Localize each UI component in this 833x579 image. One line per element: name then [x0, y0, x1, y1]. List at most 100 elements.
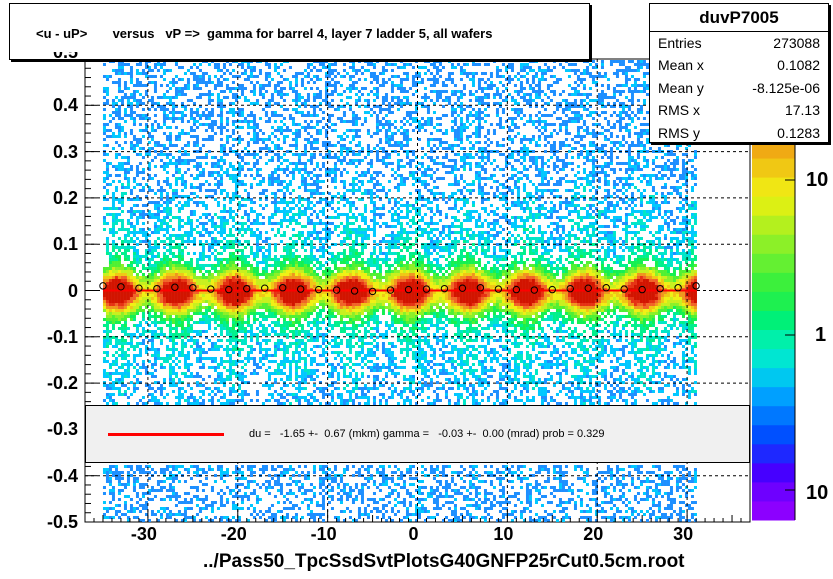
heatmap-cell	[114, 297, 118, 300]
heatmap-cell	[177, 291, 181, 294]
heatmap-cell	[297, 360, 301, 363]
heatmap-cell	[225, 282, 229, 285]
heatmap-cell	[294, 135, 298, 138]
heatmap-cell	[234, 372, 238, 375]
heatmap-cell	[129, 498, 133, 501]
heatmap-cell	[201, 489, 205, 492]
heatmap-cell	[129, 144, 133, 147]
heatmap-cell	[309, 483, 313, 486]
heatmap-cell	[222, 78, 226, 81]
heatmap-cell	[165, 315, 169, 318]
heatmap-cell	[135, 363, 139, 366]
heatmap-cell	[105, 189, 109, 192]
heatmap-cell	[165, 300, 169, 303]
heatmap-cell	[291, 504, 295, 507]
heatmap-cell	[249, 480, 253, 483]
heatmap-cell	[192, 282, 196, 285]
heatmap-cell	[120, 291, 124, 294]
heatmap-cell	[225, 348, 229, 351]
heatmap-cell	[174, 96, 178, 99]
heatmap-cell	[168, 381, 172, 384]
heatmap-cell	[261, 147, 265, 150]
heatmap-cell	[276, 324, 280, 327]
heatmap-cell	[240, 315, 244, 318]
heatmap-cell	[123, 279, 127, 282]
heatmap-cell	[306, 309, 310, 312]
heatmap-cell	[270, 78, 274, 81]
heatmap-cell	[102, 339, 106, 342]
heatmap-cell	[294, 75, 298, 78]
heatmap-cell	[108, 312, 112, 315]
heatmap-cell	[309, 192, 313, 195]
heatmap-cell	[258, 300, 262, 303]
heatmap-cell	[297, 132, 301, 135]
heatmap-cell	[273, 198, 277, 201]
heatmap-cell	[285, 360, 289, 363]
heatmap-cell	[297, 195, 301, 198]
heatmap-cell	[132, 240, 136, 243]
heatmap-cell	[132, 225, 136, 228]
heatmap-cell	[150, 375, 154, 378]
heatmap-cell	[252, 114, 256, 117]
heatmap-cell	[102, 216, 106, 219]
heatmap-cell	[147, 348, 151, 351]
heatmap-cell	[213, 312, 217, 315]
heatmap-cell	[309, 87, 313, 90]
heatmap-cell	[231, 174, 235, 177]
heatmap-cell	[123, 372, 127, 375]
heatmap-cell	[273, 255, 277, 258]
heatmap-cell	[309, 396, 313, 399]
heatmap-cell	[177, 255, 181, 258]
heatmap-cell	[147, 339, 151, 342]
heatmap-cell	[120, 210, 124, 213]
heatmap-cell	[243, 153, 247, 156]
heatmap-cell	[192, 348, 196, 351]
heatmap-cell	[273, 264, 277, 267]
heatmap-cell	[195, 342, 199, 345]
heatmap-cell	[132, 315, 136, 318]
heatmap-cell	[117, 87, 121, 90]
heatmap-cell	[231, 345, 235, 348]
heatmap-cell	[312, 495, 316, 498]
heatmap-cell	[180, 309, 184, 312]
heatmap-cell	[282, 159, 286, 162]
heatmap-cell	[231, 315, 235, 318]
heatmap-cell	[102, 471, 106, 474]
heatmap-cell	[207, 93, 211, 96]
heatmap-cell	[120, 357, 124, 360]
heatmap-cell	[273, 390, 277, 393]
heatmap-cell	[267, 219, 271, 222]
heatmap-cell	[237, 312, 241, 315]
heatmap-cell	[312, 471, 316, 474]
heatmap-cell	[108, 258, 112, 261]
heatmap-cell	[240, 228, 244, 231]
heatmap-cell	[312, 324, 316, 327]
heatmap-cell	[105, 75, 109, 78]
heatmap-cell	[240, 291, 244, 294]
heatmap-cell	[297, 486, 301, 489]
heatmap-cell	[291, 291, 295, 294]
heatmap-cell	[165, 84, 169, 87]
heatmap-cell	[147, 240, 151, 243]
heatmap-cell	[102, 153, 106, 156]
heatmap-cell	[237, 195, 241, 198]
heatmap-cell	[216, 363, 220, 366]
heatmap-cell	[174, 171, 178, 174]
heatmap-cell	[177, 150, 181, 153]
heatmap-cell	[231, 300, 235, 303]
heatmap-cell	[141, 216, 145, 219]
heatmap-cell	[306, 471, 310, 474]
heatmap-cell	[234, 363, 238, 366]
heatmap-cell	[282, 69, 286, 72]
heatmap-cell	[201, 315, 205, 318]
heatmap-cell	[228, 378, 232, 381]
heatmap-cell	[117, 153, 121, 156]
heatmap-cell	[225, 471, 229, 474]
heatmap-cell	[264, 381, 268, 384]
heatmap-cell	[297, 159, 301, 162]
heatmap-cell	[261, 87, 265, 90]
heatmap-cell	[270, 504, 274, 507]
heatmap-cell	[153, 312, 157, 315]
heatmap-cell	[267, 84, 271, 87]
heatmap-cell	[267, 135, 271, 138]
